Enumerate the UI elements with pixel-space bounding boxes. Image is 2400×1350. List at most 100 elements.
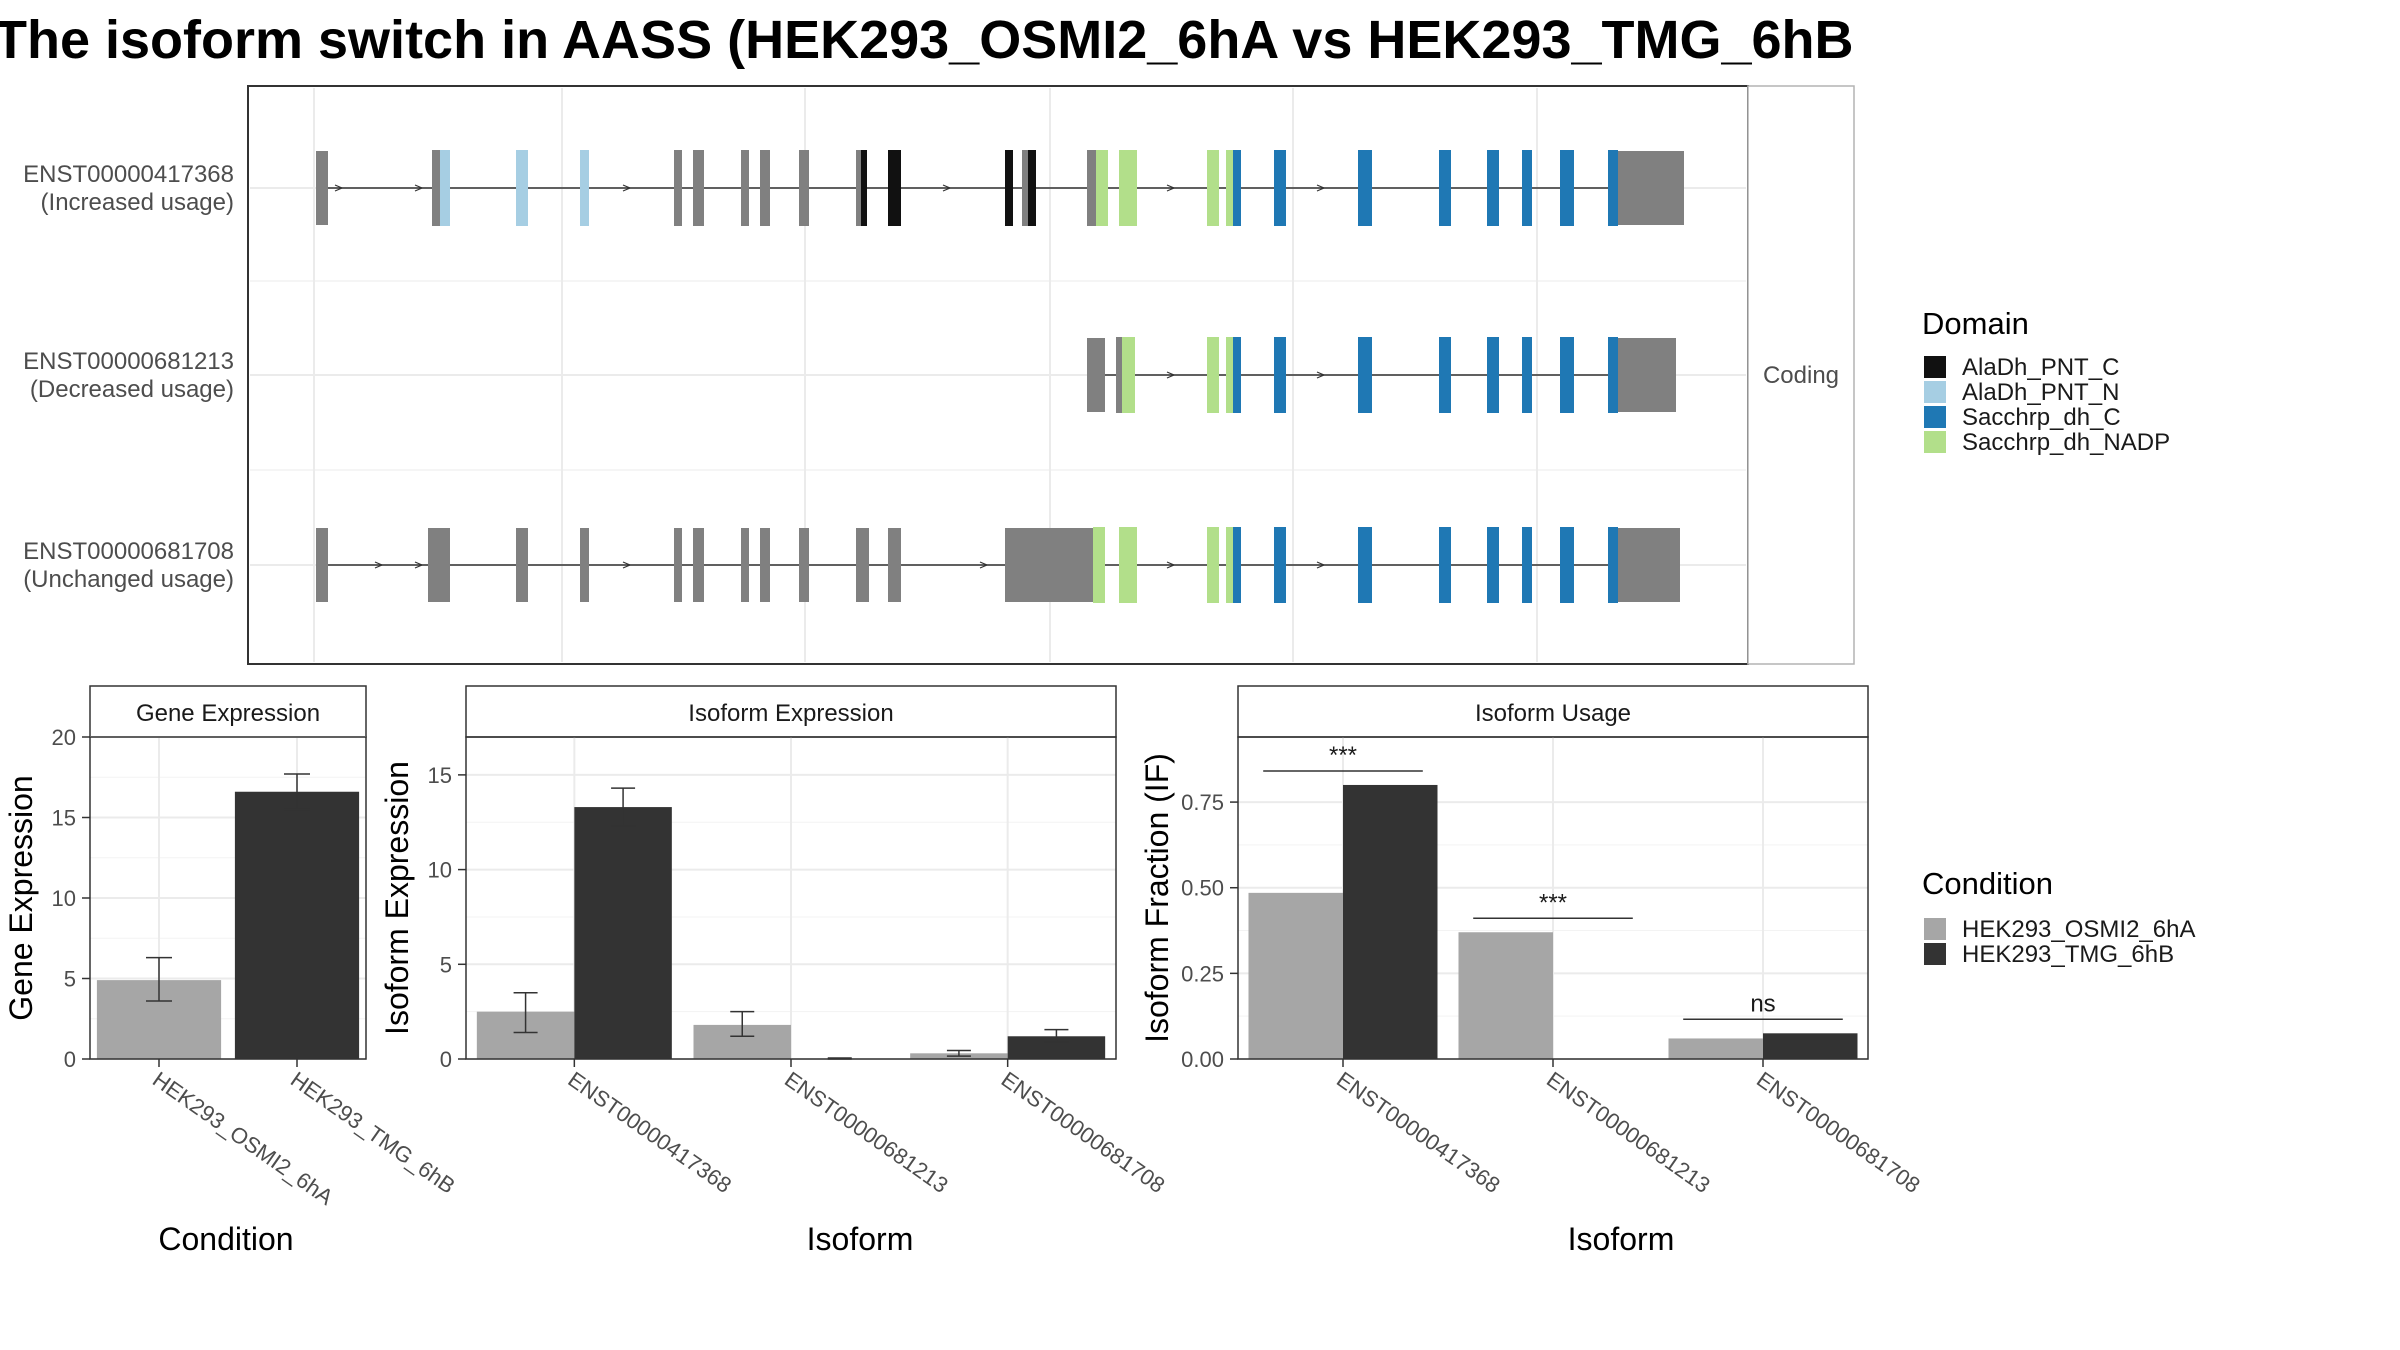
x-axis-title: Isoform	[807, 1221, 914, 1257]
exon-block	[1093, 527, 1105, 603]
bar	[1458, 932, 1553, 1059]
exon-block	[432, 150, 440, 226]
exon-block	[1233, 527, 1241, 603]
exon-block	[1207, 150, 1219, 226]
figure-title: The isoform switch in AASS (HEK293_OSMI2…	[0, 10, 1854, 70]
exon-block	[1122, 337, 1135, 413]
exon-block	[580, 528, 589, 602]
strand-arrow	[979, 561, 989, 569]
domain-legend-label: AlaDh_PNT_C	[1962, 354, 2119, 381]
significance-label: ns	[1750, 990, 1775, 1017]
exon-block	[1119, 150, 1137, 226]
exon-block	[1560, 337, 1574, 413]
condition-legend-label: HEK293_TMG_6hB	[1962, 941, 2174, 968]
domain-legend-key	[1924, 431, 1946, 453]
exon-block	[1522, 527, 1532, 603]
exon-block	[1119, 527, 1137, 603]
exon-block	[1274, 527, 1286, 603]
exon-block	[741, 150, 749, 226]
transcript-rows	[316, 150, 1684, 603]
exon-block	[1439, 337, 1451, 413]
exon-block	[1207, 337, 1219, 413]
x-tick-label: ENST00000417368	[1332, 1067, 1505, 1198]
bar	[1007, 1036, 1106, 1059]
y-axis-title: Isoform Expression	[379, 761, 415, 1035]
exon-block	[1226, 527, 1234, 603]
domain-legend: Domain AlaDh_PNT_CAlaDh_PNT_NSacchrp_dh_…	[1922, 306, 2170, 456]
transcript-id-label: ENST00000681213	[23, 348, 234, 375]
exon-block	[1487, 150, 1499, 226]
bar	[1343, 784, 1438, 1059]
exon-block	[1005, 528, 1095, 602]
exon-block	[1608, 150, 1618, 226]
exon-block	[1439, 150, 1451, 226]
y-tick-label: 15	[428, 763, 452, 788]
exon-block	[1522, 337, 1532, 413]
exon-block	[1608, 337, 1618, 413]
strand-arrow	[374, 561, 384, 569]
x-tick-label: ENST00000681213	[780, 1067, 953, 1198]
gene-expression-strip-title: Gene Expression	[136, 700, 320, 727]
transcript-usage-label: (Increased usage)	[41, 189, 234, 216]
strand-arrow	[1316, 561, 1326, 569]
exon-block	[1096, 150, 1108, 226]
exon-block	[888, 150, 901, 226]
bar	[574, 807, 672, 1059]
exon-block	[1005, 150, 1013, 226]
strand-arrow	[1316, 371, 1326, 379]
transcript-id-label: ENST00000417368	[23, 161, 234, 188]
y-tick-label: 15	[52, 806, 76, 831]
coding-facet-strip	[1747, 85, 1855, 665]
domain-legend-label: Sacchrp_dh_NADP	[1962, 429, 2170, 456]
exon-block	[693, 150, 704, 226]
exon-block	[1439, 527, 1451, 603]
exon-block	[1233, 337, 1241, 413]
domain-legend-key	[1924, 406, 1946, 428]
transcript-usage-label: (Decreased usage)	[30, 376, 234, 403]
exon-block	[861, 150, 867, 226]
significance-label: ***	[1539, 889, 1567, 916]
exon-block	[799, 150, 809, 226]
y-tick-label: 0	[64, 1047, 76, 1072]
strand-arrow	[1166, 184, 1176, 192]
x-tick-label: ENST00000681213	[1542, 1067, 1715, 1198]
exon-block	[1274, 150, 1286, 226]
exon-block	[1487, 527, 1499, 603]
strand-arrow	[334, 184, 344, 192]
exon-block	[580, 150, 589, 226]
exon-block	[316, 151, 328, 225]
x-tick-label: ENST00000681708	[1752, 1067, 1925, 1198]
coding-facet-label: Coding	[1763, 362, 1839, 389]
exon-block	[1358, 150, 1372, 226]
exon-block	[1233, 150, 1241, 226]
condition-legend-key	[1924, 943, 1946, 965]
domain-legend-key	[1924, 381, 1946, 403]
y-axis-title: Gene Expression	[3, 775, 39, 1020]
transcript-id-label: ENST00000681708	[23, 538, 234, 565]
isoform-usage-strip	[1237, 685, 1869, 738]
exon-block	[1358, 337, 1372, 413]
exon-block	[516, 528, 528, 602]
condition-legend-title: Condition	[1922, 866, 2053, 901]
exon-block	[440, 150, 450, 226]
exon-block	[1618, 338, 1676, 412]
y-tick-label: 0.50	[1181, 876, 1224, 901]
domain-legend-key	[1924, 356, 1946, 378]
y-tick-label: 0.00	[1181, 1047, 1224, 1072]
transcript-usage-label: (Unchanged usage)	[23, 566, 234, 593]
exon-block	[516, 150, 528, 226]
bar	[1668, 1038, 1763, 1059]
bar	[234, 791, 360, 1059]
exon-block	[1087, 150, 1096, 226]
exon-block	[674, 528, 682, 602]
isoform-expression-panel: Isoform Expression 0 5 10 15 ENST00000417368 E…	[379, 685, 1169, 1257]
exon-block	[1022, 150, 1028, 226]
isoform-usage-strip-title: Isoform Usage	[1475, 700, 1631, 727]
exon-block	[1560, 150, 1574, 226]
y-axis-title: Isoform Fraction (IF)	[1139, 753, 1175, 1043]
exon-block	[1487, 337, 1499, 413]
exon-block	[760, 528, 770, 602]
exon-block	[1560, 527, 1574, 603]
